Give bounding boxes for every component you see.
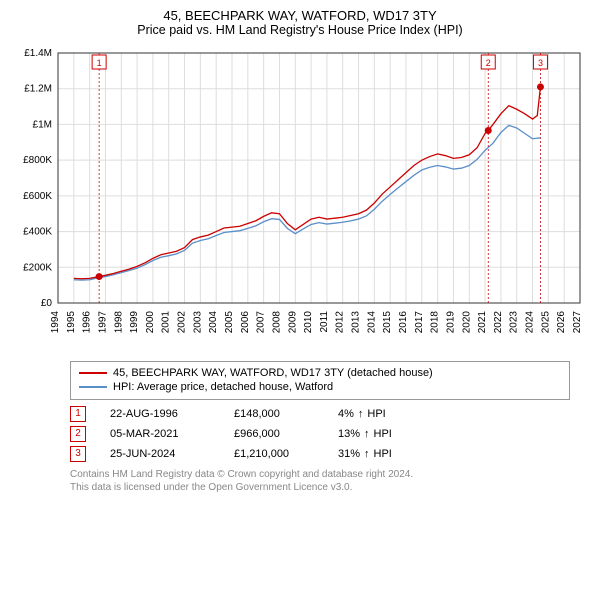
svg-text:2015: 2015 xyxy=(382,311,393,334)
svg-text:2025: 2025 xyxy=(540,311,551,334)
svg-text:2002: 2002 xyxy=(177,311,188,334)
legend-swatch xyxy=(79,372,107,374)
svg-text:2027: 2027 xyxy=(572,311,583,334)
transaction-diff: 4% ↑ HPI xyxy=(338,408,428,420)
legend-swatch xyxy=(79,386,107,388)
svg-text:1994: 1994 xyxy=(50,311,61,334)
svg-text:2024: 2024 xyxy=(525,311,536,334)
chart-subtitle: Price paid vs. HM Land Registry's House … xyxy=(10,23,590,37)
svg-text:£800K: £800K xyxy=(23,155,52,166)
plot-wrap: £0 £200K £400K £600K £800K £1M £1.2M £1.4M 1994 1… xyxy=(10,43,590,353)
svg-text:£0: £0 xyxy=(41,298,53,309)
svg-text:£600K: £600K xyxy=(23,191,52,202)
svg-text:2007: 2007 xyxy=(256,311,267,334)
svg-text:1999: 1999 xyxy=(129,311,140,334)
transaction-marker: 1 xyxy=(70,406,86,422)
transaction-price: £1,210,000 xyxy=(234,448,314,460)
svg-text:3: 3 xyxy=(538,58,543,68)
svg-text:£1.4M: £1.4M xyxy=(24,48,52,59)
transaction-marker: 3 xyxy=(70,446,86,462)
svg-text:2003: 2003 xyxy=(192,311,203,334)
svg-text:2017: 2017 xyxy=(414,311,425,334)
chart-title: 45, BEECHPARK WAY, WATFORD, WD17 3TY xyxy=(10,8,590,23)
svg-text:1995: 1995 xyxy=(66,311,77,334)
transaction-date: 25-JUN-2024 xyxy=(110,448,210,460)
transaction-price: £966,000 xyxy=(234,428,314,440)
svg-text:2018: 2018 xyxy=(430,311,441,334)
transaction-diff: 31% ↑ HPI xyxy=(338,448,428,460)
transaction-marker: 2 xyxy=(70,426,86,442)
legend-row: 45, BEECHPARK WAY, WATFORD, WD17 3TY (de… xyxy=(79,366,561,380)
svg-text:2022: 2022 xyxy=(493,311,504,334)
arrow-up-icon: ↑ xyxy=(358,408,364,420)
arrow-up-icon: ↑ xyxy=(364,428,370,440)
transaction-row: 1 22-AUG-1996 £148,000 4% ↑ HPI xyxy=(70,406,570,422)
svg-text:2020: 2020 xyxy=(461,311,472,334)
svg-text:2004: 2004 xyxy=(208,311,219,334)
legend: 45, BEECHPARK WAY, WATFORD, WD17 3TY (de… xyxy=(70,361,570,400)
legend-label: HPI: Average price, detached house, Watf… xyxy=(113,380,333,394)
legend-label: 45, BEECHPARK WAY, WATFORD, WD17 3TY (de… xyxy=(113,366,433,380)
svg-text:£1M: £1M xyxy=(33,119,52,130)
svg-text:2000: 2000 xyxy=(145,311,156,334)
arrow-up-icon: ↑ xyxy=(364,448,370,460)
legend-row: HPI: Average price, detached house, Watf… xyxy=(79,380,561,394)
svg-text:2006: 2006 xyxy=(240,311,251,334)
line-chart: £0 £200K £400K £600K £800K £1M £1.2M £1.4M 1994 1… xyxy=(10,43,590,353)
svg-text:2011: 2011 xyxy=(319,311,330,333)
svg-text:2010: 2010 xyxy=(303,311,314,334)
svg-text:2023: 2023 xyxy=(509,311,520,334)
footer-line1: Contains HM Land Registry data © Crown c… xyxy=(70,468,570,481)
svg-text:1996: 1996 xyxy=(82,311,93,334)
svg-text:£200K: £200K xyxy=(23,262,52,273)
chart-container: 45, BEECHPARK WAY, WATFORD, WD17 3TY Pri… xyxy=(0,0,600,502)
svg-text:1997: 1997 xyxy=(97,311,108,334)
transaction-price: £148,000 xyxy=(234,408,314,420)
transaction-row: 3 25-JUN-2024 £1,210,000 31% ↑ HPI xyxy=(70,446,570,462)
svg-text:1998: 1998 xyxy=(113,311,124,334)
svg-text:2: 2 xyxy=(486,58,491,68)
svg-text:2008: 2008 xyxy=(271,311,282,334)
svg-text:2012: 2012 xyxy=(335,311,346,334)
svg-text:2001: 2001 xyxy=(161,311,172,334)
svg-text:£1.2M: £1.2M xyxy=(24,84,52,95)
transaction-date: 05-MAR-2021 xyxy=(110,428,210,440)
transaction-row: 2 05-MAR-2021 £966,000 13% ↑ HPI xyxy=(70,426,570,442)
svg-text:2009: 2009 xyxy=(287,311,298,334)
transactions-table: 1 22-AUG-1996 £148,000 4% ↑ HPI 2 05-MAR-2021… xyxy=(70,406,570,462)
svg-text:1: 1 xyxy=(97,58,102,68)
footer-attribution: Contains HM Land Registry data © Crown c… xyxy=(70,468,570,494)
svg-text:2021: 2021 xyxy=(477,311,488,334)
svg-text:2019: 2019 xyxy=(445,311,456,334)
svg-text:2016: 2016 xyxy=(398,311,409,334)
transaction-diff: 13% ↑ HPI xyxy=(338,428,428,440)
svg-text:2014: 2014 xyxy=(366,311,377,334)
svg-text:2005: 2005 xyxy=(224,311,235,334)
svg-text:£400K: £400K xyxy=(23,227,52,238)
svg-text:2013: 2013 xyxy=(351,311,362,334)
footer-line2: This data is licensed under the Open Gov… xyxy=(70,481,570,494)
svg-text:2026: 2026 xyxy=(556,311,567,334)
transaction-date: 22-AUG-1996 xyxy=(110,408,210,420)
